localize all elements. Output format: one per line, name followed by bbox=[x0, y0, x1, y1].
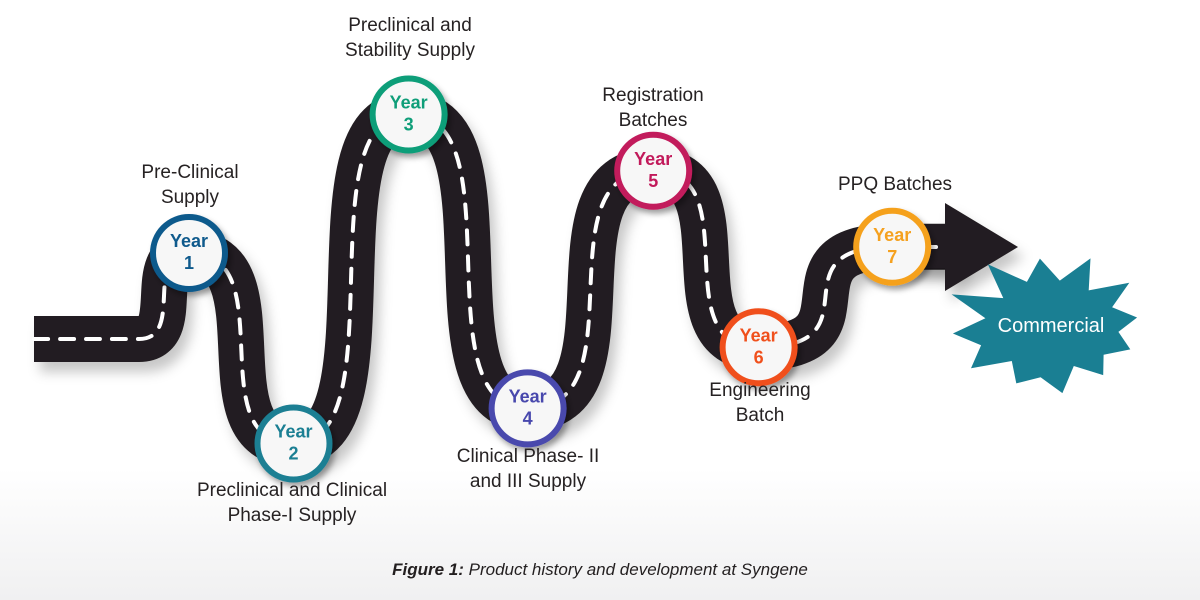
svg-text:7: 7 bbox=[887, 247, 897, 267]
svg-text:2: 2 bbox=[288, 444, 298, 464]
svg-text:Year: Year bbox=[634, 149, 672, 169]
svg-text:Year: Year bbox=[509, 386, 547, 406]
svg-text:Year: Year bbox=[740, 325, 778, 345]
svg-text:6: 6 bbox=[754, 347, 764, 367]
svg-text:1: 1 bbox=[184, 253, 194, 273]
svg-text:Year: Year bbox=[170, 231, 208, 251]
svg-text:3: 3 bbox=[404, 115, 414, 135]
svg-text:4: 4 bbox=[523, 408, 533, 428]
svg-text:Commercial: Commercial bbox=[998, 315, 1105, 337]
svg-text:5: 5 bbox=[648, 171, 658, 191]
svg-text:Year: Year bbox=[274, 422, 312, 442]
svg-text:Year: Year bbox=[390, 93, 428, 113]
svg-text:Year: Year bbox=[873, 225, 911, 245]
